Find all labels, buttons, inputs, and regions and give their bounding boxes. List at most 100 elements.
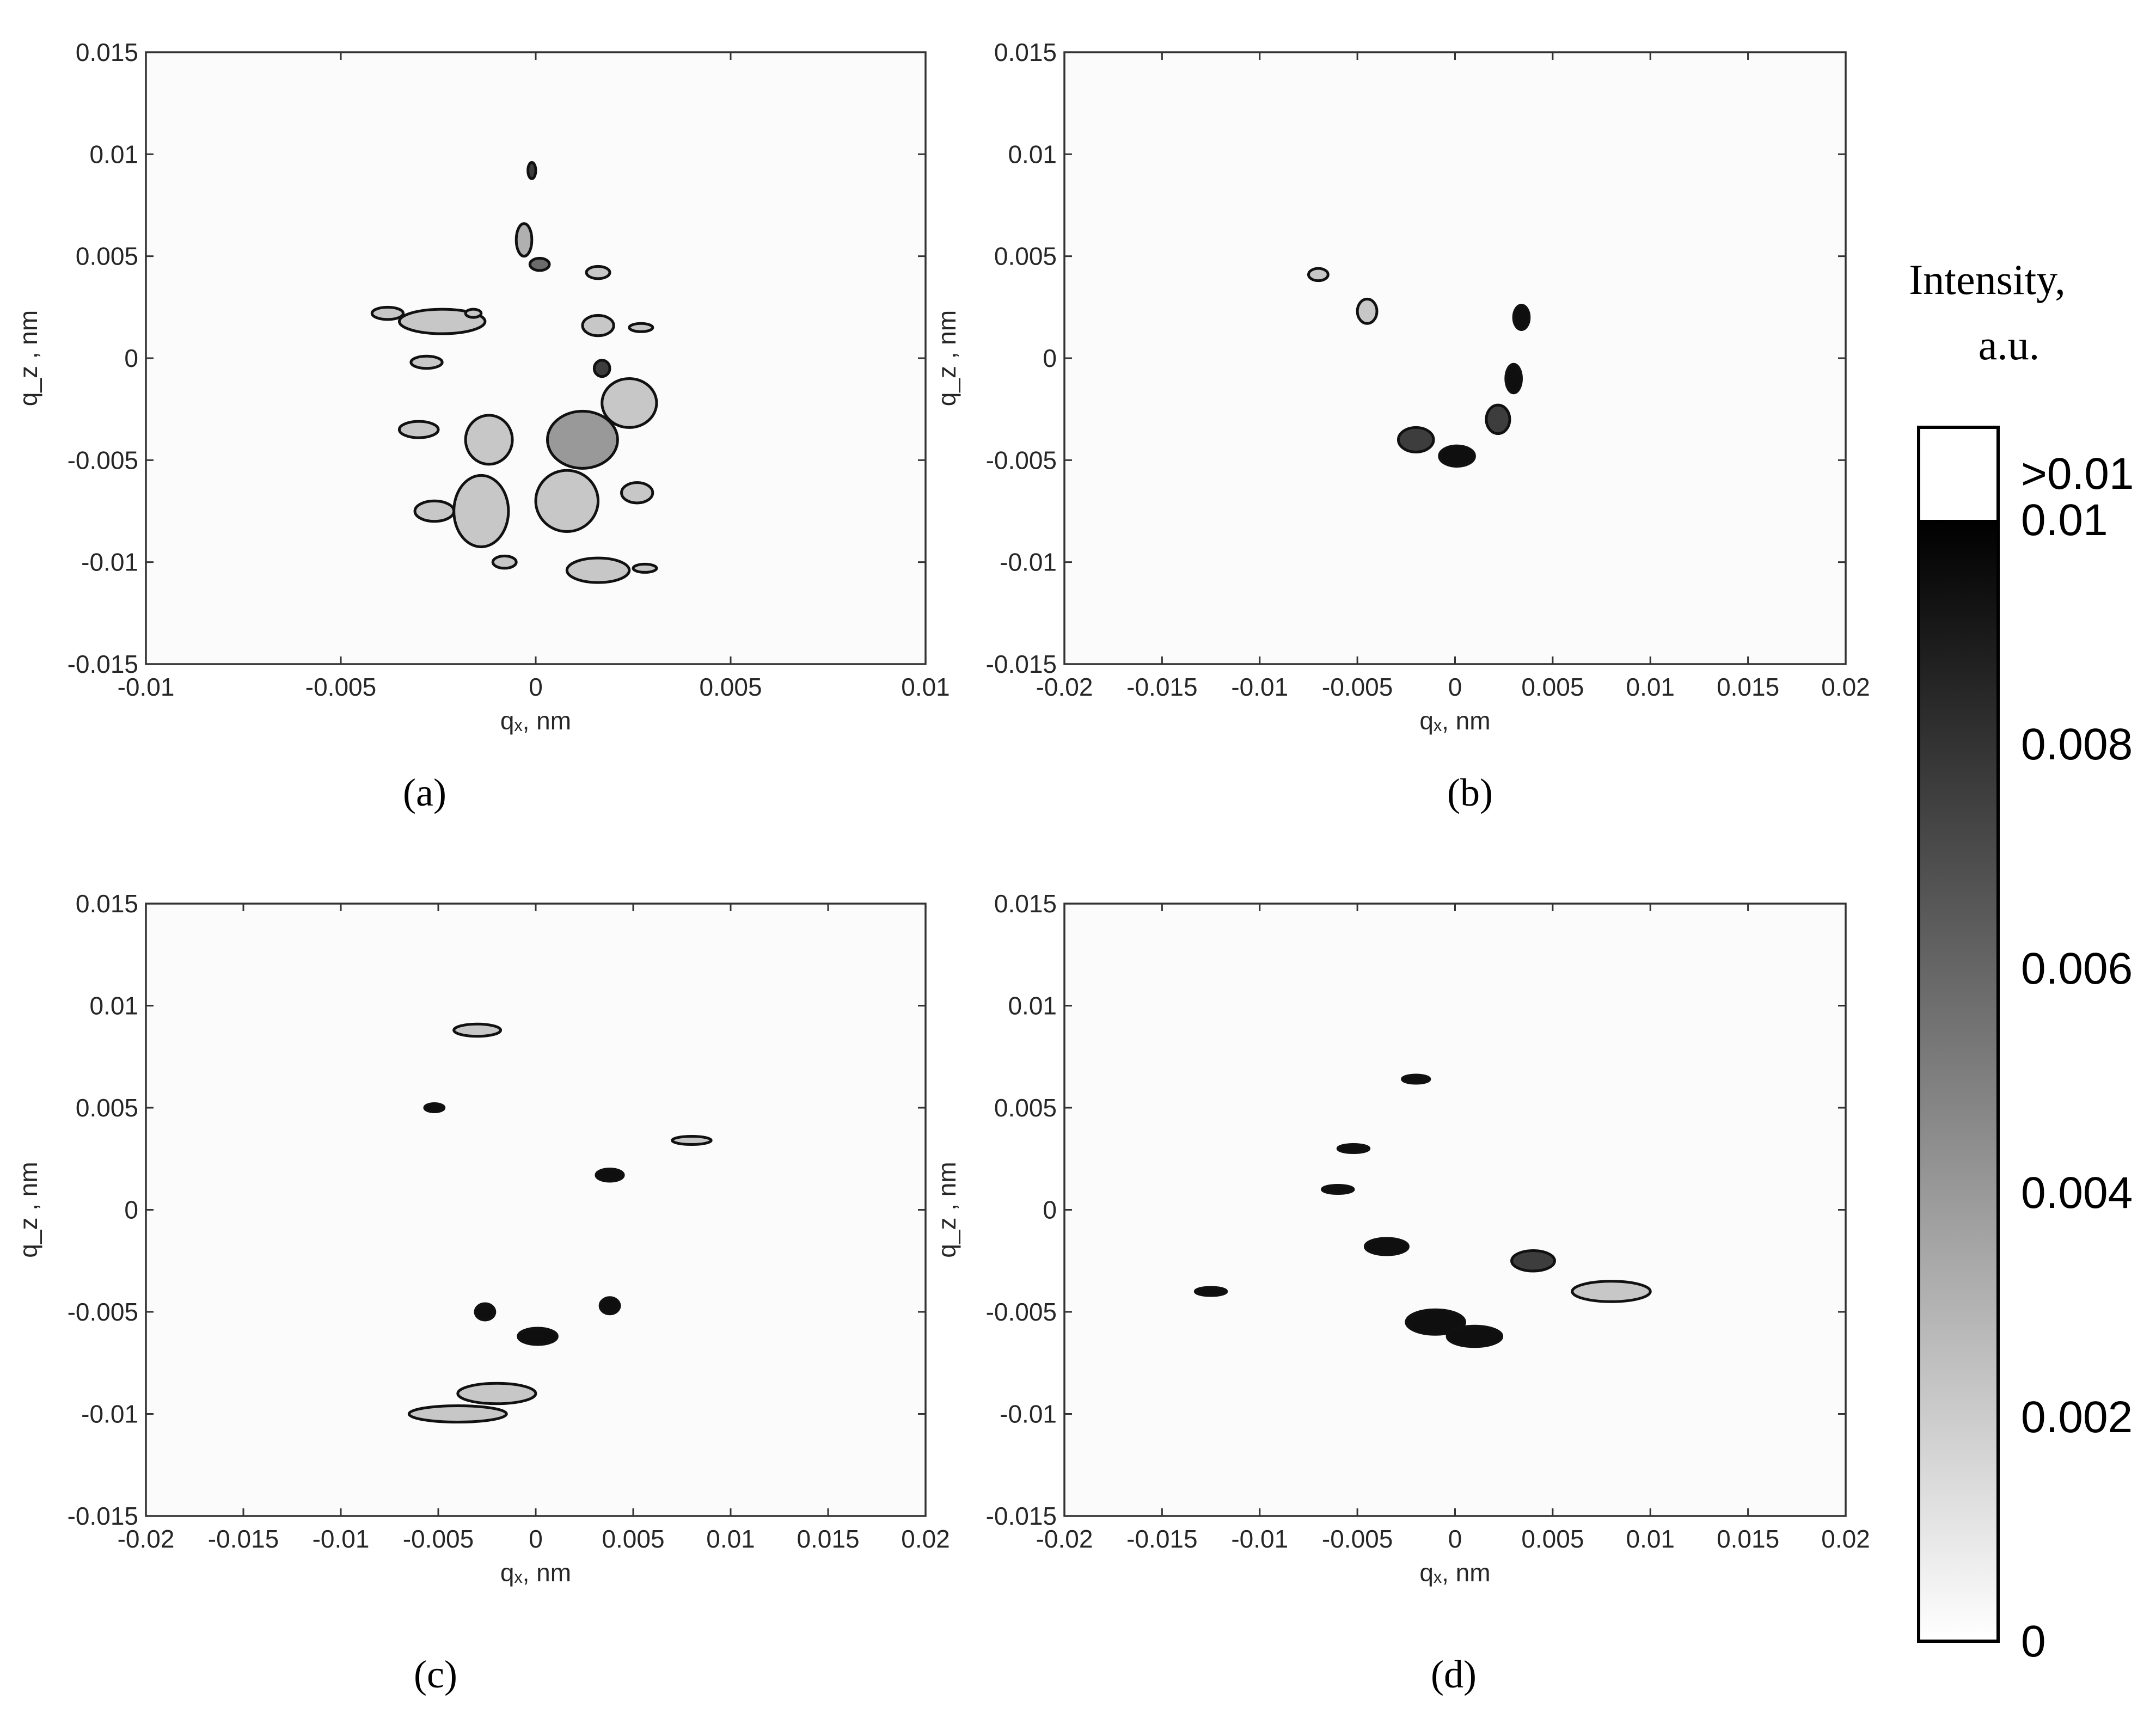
y-tick-label: -0.01: [1000, 1400, 1057, 1428]
contour-blob: [581, 314, 615, 337]
x-tick-label: 0: [529, 1525, 543, 1553]
x-tick-label: 0.005: [699, 673, 762, 701]
y-tick-label: 0: [1043, 344, 1057, 372]
y-tick-label: -0.005: [986, 446, 1057, 474]
contour-blob: [1485, 403, 1511, 435]
contour-blob: [526, 161, 537, 180]
plot-area: [1064, 904, 1846, 1516]
contour-blob: [409, 354, 444, 370]
x-tick-label: -0.02: [118, 1525, 175, 1553]
y-tick-label: 0: [1043, 1196, 1057, 1224]
x-axis-label: qₓ, nm: [500, 707, 571, 735]
contour-blob: [598, 1296, 621, 1316]
contour-blob: [1321, 1184, 1355, 1195]
contour-blob: [1401, 1073, 1431, 1085]
y-tick-label: 0.005: [76, 242, 138, 271]
contour-blob: [456, 1382, 537, 1405]
colorbar-frame: [1917, 426, 2000, 1643]
contour-blob: [1363, 1237, 1410, 1256]
x-tick-label: 0.015: [1717, 673, 1779, 701]
x-tick-label: -0.02: [1036, 673, 1093, 701]
contour-blob: [517, 1327, 559, 1346]
colorbar-tick-label: 0.01: [2021, 495, 2108, 545]
contour-blob: [423, 1102, 446, 1113]
contour-blob: [397, 420, 440, 439]
x-tick-label: -0.01: [1231, 673, 1288, 701]
x-tick-label: -0.005: [403, 1525, 474, 1553]
contour-blob: [1193, 1286, 1228, 1297]
x-tick-label: -0.01: [118, 673, 175, 701]
x-tick-label: -0.01: [1231, 1525, 1288, 1553]
x-tick-label: -0.005: [1322, 1525, 1393, 1553]
contour-blob: [464, 308, 483, 319]
heatmap-panel-a: -0.01 -0.005 0 0.005 0.01 0.015 0.01 0.005 0 -0.0…: [14, 38, 950, 814]
plot-area: [146, 904, 926, 1516]
colorbar: Intensity, a.u. 0 0.002 0.004 0.006 0.008 0.01>…: [1909, 256, 2134, 1666]
contour-blob: [1405, 1308, 1466, 1336]
x-tick-label: -0.005: [305, 673, 376, 701]
y-tick-label: -0.005: [68, 446, 138, 474]
y-tick-label: -0.01: [81, 1400, 138, 1428]
y-tick-label: -0.01: [81, 548, 138, 576]
contour-blob: [1510, 1249, 1556, 1273]
contour-blob: [1571, 1280, 1652, 1303]
y-tick-label: -0.015: [986, 650, 1057, 678]
colorbar-tick-label: 0.006: [2021, 944, 2133, 993]
contour-blob: [407, 1404, 508, 1423]
x-tick-label: 0.005: [602, 1525, 664, 1553]
y-tick-label: 0.005: [994, 242, 1057, 271]
y-tick-label: 0.01: [89, 140, 138, 168]
contour-blob: [1336, 1143, 1371, 1154]
colorbar-title: Intensity,: [1909, 256, 2065, 303]
colorbar-tick-label: 0.008: [2021, 720, 2133, 769]
contour-blob: [620, 481, 654, 505]
colorbar-unit: a.u.: [1979, 321, 2040, 369]
x-tick-label: 0.02: [1821, 673, 1870, 701]
x-tick-label: 0.015: [797, 1525, 859, 1553]
x-axis-label: qₓ, nm: [1419, 1558, 1490, 1587]
contour-blob: [452, 1022, 503, 1038]
y-tick-label: -0.01: [1000, 548, 1057, 576]
x-axis-label: qₓ, nm: [1419, 707, 1490, 735]
contour-blob: [601, 377, 658, 429]
x-tick-label: 0.01: [1626, 673, 1675, 701]
plot-area: [146, 52, 926, 664]
x-tick-label: 0.02: [901, 1525, 950, 1553]
contour-blob: [565, 556, 631, 584]
x-tick-label: 0.01: [901, 673, 950, 701]
y-tick-label: 0.015: [994, 889, 1057, 918]
y-tick-label: -0.015: [68, 1502, 138, 1530]
x-tick-label: 0: [529, 673, 543, 701]
x-axis-label: qₓ, nm: [500, 1558, 571, 1587]
y-tick-label: 0.015: [76, 38, 138, 66]
y-tick-label: -0.005: [68, 1298, 138, 1326]
contour-blob: [585, 265, 611, 280]
panel-label: (c): [414, 1653, 457, 1696]
x-tick-label: -0.015: [208, 1525, 279, 1553]
contour-blob: [1445, 1324, 1504, 1348]
contour-blob: [595, 1168, 625, 1183]
panel-label: (a): [403, 771, 446, 814]
x-tick-label: 0: [1448, 673, 1462, 701]
contour-blob: [534, 469, 600, 533]
y-tick-label: 0.01: [1008, 140, 1057, 168]
x-tick-label: 0: [1448, 1525, 1462, 1553]
contour-blob: [1356, 297, 1379, 325]
contour-blob: [1307, 267, 1330, 283]
y-axis-label: q_z , nm: [933, 1162, 961, 1257]
x-tick-label: 0.005: [1521, 1525, 1584, 1553]
y-axis-label: q_z , nm: [14, 1162, 42, 1257]
y-tick-label: 0.01: [89, 992, 138, 1020]
x-tick-label: -0.01: [313, 1525, 370, 1553]
x-tick-label: -0.005: [1322, 673, 1393, 701]
contour-blob: [628, 322, 654, 333]
colorbar-tick-label: 0: [2021, 1617, 2046, 1666]
contour-blob: [592, 359, 611, 378]
y-tick-label: -0.005: [986, 1298, 1057, 1326]
contour-blob: [370, 305, 405, 321]
contour-blob: [632, 562, 658, 574]
y-tick-label: 0.015: [76, 889, 138, 918]
colorbar-gradient: [1919, 520, 1998, 1641]
x-tick-label: 0.01: [706, 1525, 755, 1553]
